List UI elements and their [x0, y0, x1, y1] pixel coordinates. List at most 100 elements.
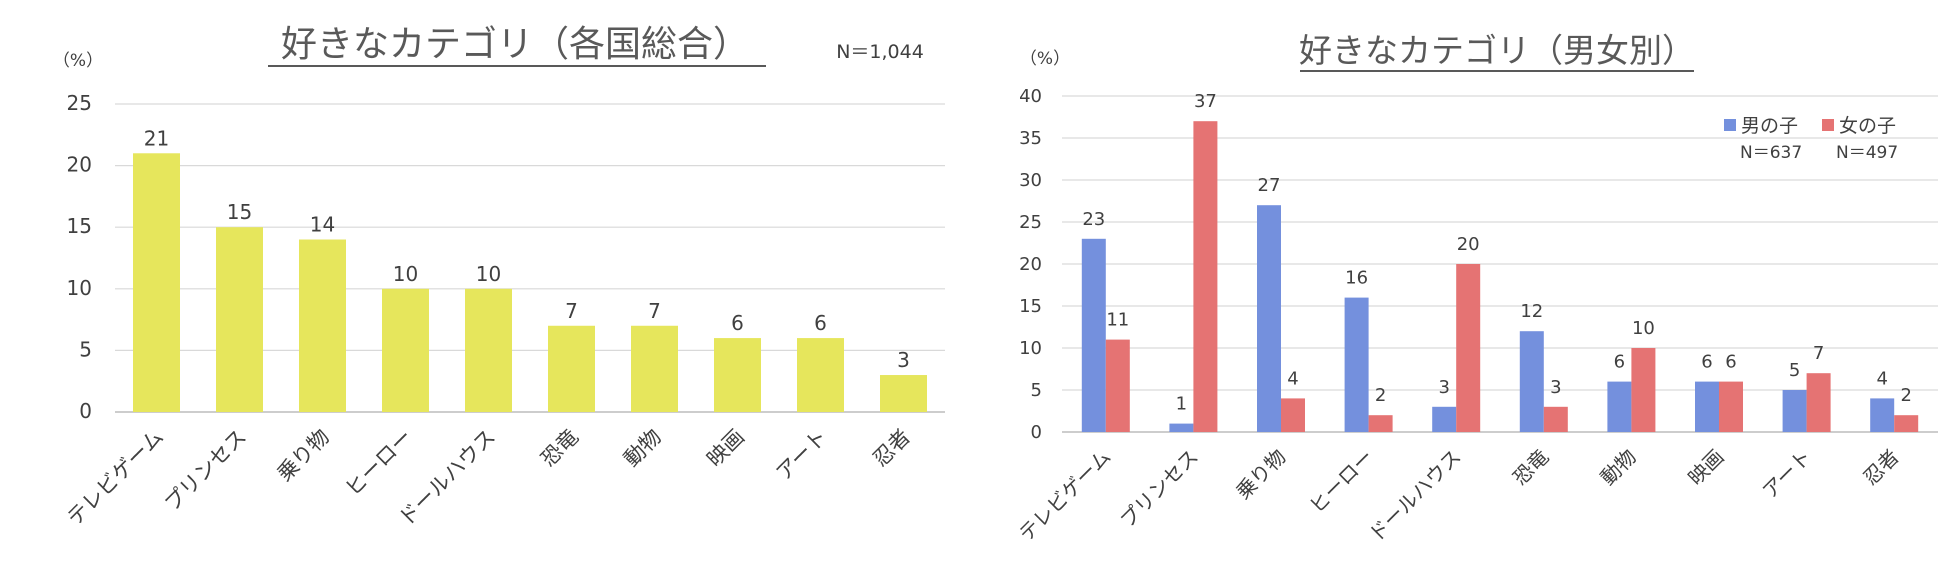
bar — [1543, 406, 1568, 432]
data-label: 20 — [1457, 234, 1480, 255]
data-label: 7 — [1813, 343, 1824, 364]
bar — [1870, 398, 1895, 432]
x-tick-label: ヒーロー — [1305, 445, 1379, 519]
y-tick-label: 5 — [79, 337, 92, 361]
bar — [1894, 415, 1919, 432]
x-tick-label: ドールハウス — [1364, 445, 1466, 547]
y-tick-label: 20 — [1019, 254, 1042, 275]
data-label: 4 — [1287, 368, 1298, 389]
legend-label-boys: 男の子 — [1741, 115, 1798, 137]
chart-by-gender-ylabel: （%） — [1020, 49, 1070, 69]
bar — [216, 227, 263, 412]
data-label: 5 — [1789, 360, 1800, 381]
y-tick-label: 0 — [1031, 422, 1042, 443]
y-tick-label: 35 — [1019, 128, 1042, 149]
bar — [1456, 264, 1481, 432]
bar — [1607, 381, 1632, 432]
bar — [299, 239, 346, 412]
bar — [548, 325, 595, 412]
y-tick-label: 15 — [1019, 296, 1042, 317]
x-tick-label: 映画 — [702, 425, 749, 472]
x-tick-label: 忍者 — [868, 425, 915, 472]
data-label: 3 — [1438, 377, 1449, 398]
data-label: 37 — [1194, 91, 1217, 112]
legend-n-girls: N＝497 — [1836, 143, 1898, 163]
x-tick-label: テレビゲーム — [1014, 445, 1115, 546]
bar — [1281, 398, 1305, 432]
bar — [1105, 339, 1130, 432]
bar — [1257, 205, 1281, 432]
x-tick-label: テレビゲーム — [62, 425, 168, 531]
y-tick-label: 25 — [1019, 212, 1042, 233]
chart-by-gender-title: 好きなカテゴリ（男女別） — [1299, 31, 1695, 70]
x-tick-label: アート — [771, 425, 832, 486]
data-label: 6 — [731, 311, 744, 335]
bar — [1432, 406, 1457, 432]
bar — [1519, 331, 1544, 432]
data-label: 10 — [393, 262, 418, 286]
bar — [1719, 381, 1743, 432]
y-tick-label: 0 — [79, 399, 92, 423]
data-label: 6 — [1614, 352, 1625, 373]
data-label: 16 — [1345, 268, 1368, 289]
data-label: 6 — [814, 311, 827, 335]
chart-overall-title: 好きなカテゴリ（各国総合） — [281, 24, 749, 65]
data-label: 23 — [1082, 209, 1105, 230]
data-label: 14 — [310, 213, 335, 237]
chart-overall-y-ticks: 0 5 10 15 20 25 — [67, 91, 92, 423]
bar — [631, 325, 678, 412]
data-label: 2 — [1900, 385, 1911, 406]
chart-overall-ylabel: （%） — [53, 51, 103, 71]
data-label: 7 — [648, 299, 661, 323]
chart-by-gender-bars — [1081, 121, 1919, 432]
data-label: 6 — [1701, 352, 1712, 373]
data-label: 15 — [227, 200, 252, 224]
y-tick-label: 10 — [1019, 338, 1042, 359]
data-label: 3 — [1550, 377, 1561, 398]
chart-by-gender-legend: 男の子 N＝637 女の子 N＝497 — [1724, 115, 1898, 163]
chart-overall-note: N＝1,044 — [836, 41, 924, 63]
bar — [1193, 121, 1218, 432]
bar — [1368, 415, 1393, 432]
x-tick-label: 乗り物 — [1231, 445, 1290, 504]
y-tick-label: 10 — [67, 276, 92, 300]
bar — [1782, 390, 1807, 432]
x-tick-label: アート — [1758, 445, 1817, 504]
x-tick-label: 動物 — [619, 425, 666, 472]
bar — [465, 288, 512, 412]
bar — [1695, 381, 1719, 432]
x-tick-label: 恐竜 — [536, 425, 583, 472]
x-tick-label: プリンセス — [160, 425, 251, 516]
x-tick-label: プリンセス — [1115, 445, 1203, 533]
data-label: 10 — [1632, 318, 1655, 339]
data-label: 12 — [1520, 301, 1543, 322]
y-tick-label: 40 — [1019, 86, 1042, 107]
data-label: 2 — [1375, 385, 1386, 406]
y-tick-label: 20 — [67, 153, 92, 177]
legend-swatch-girls — [1822, 119, 1834, 131]
data-label: 6 — [1725, 352, 1736, 373]
y-tick-label: 25 — [67, 91, 92, 115]
bar — [1081, 238, 1106, 432]
legend-label-girls: 女の子 — [1839, 115, 1896, 137]
legend-swatch-boys — [1724, 119, 1736, 131]
chart-overall-bars — [133, 153, 927, 412]
bar — [797, 338, 844, 412]
data-label: 3 — [897, 348, 910, 372]
bar — [1169, 423, 1194, 432]
bar — [714, 338, 761, 412]
data-label: 27 — [1258, 175, 1281, 196]
data-label: 4 — [1876, 368, 1887, 389]
data-label: 21 — [144, 126, 169, 150]
bar — [1806, 373, 1831, 432]
y-tick-label: 5 — [1031, 380, 1042, 401]
x-tick-label: 映画 — [1683, 445, 1728, 490]
chart-overall-data-labels: 21 15 14 10 10 7 7 6 6 3 — [144, 126, 910, 372]
chart-by-gender-y-ticks: 0 5 10 15 20 25 30 35 40 — [1019, 86, 1042, 443]
x-tick-label: 動物 — [1596, 445, 1641, 490]
bar — [382, 288, 429, 412]
data-label: 11 — [1106, 310, 1129, 331]
